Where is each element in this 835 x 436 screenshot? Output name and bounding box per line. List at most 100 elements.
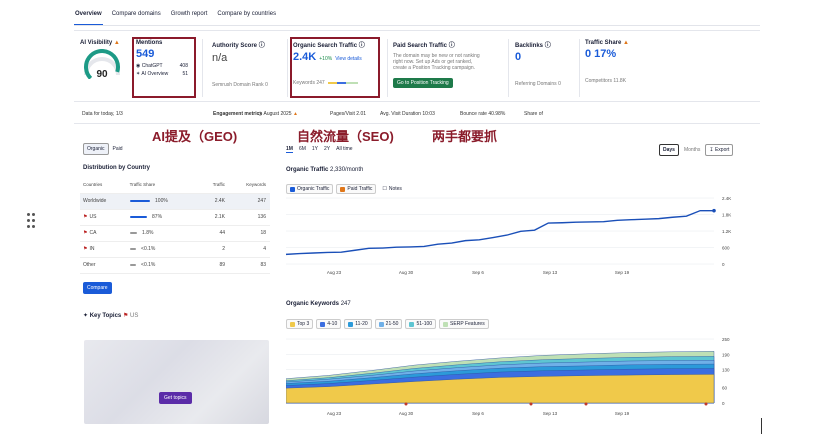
download-icon: ↧ bbox=[709, 147, 714, 153]
info-icon[interactable]: ⓘ bbox=[258, 43, 265, 49]
backlinks-value[interactable]: 0 bbox=[515, 51, 522, 63]
months-button[interactable]: Months bbox=[683, 147, 701, 153]
range-1m[interactable]: 1M bbox=[286, 146, 293, 153]
legend-organic-traffic[interactable]: Organic Traffic bbox=[286, 184, 334, 194]
share-value: 100% bbox=[155, 198, 168, 204]
keywords-value: 247 bbox=[225, 193, 270, 210]
x-tick-label: Aug 30 bbox=[399, 270, 414, 275]
tab-compare-by-countries[interactable]: Compare by countries bbox=[217, 11, 277, 17]
range-6m[interactable]: 6M bbox=[298, 146, 306, 152]
x-tick-label: Aug 30 bbox=[399, 411, 414, 416]
share-bar bbox=[129, 247, 136, 250]
authority-score-value: n/a bbox=[212, 52, 228, 64]
y-tick-label: 1.2K bbox=[722, 229, 731, 234]
keywords-value: 4 bbox=[225, 241, 270, 258]
tab-overview[interactable]: Overview bbox=[74, 9, 103, 25]
organic-traffic-chart[interactable]: 2.4K 1.8K 1.2K 600 0 Aug 23 Aug 30 Sep 6 Sep 13 S… bbox=[286, 196, 746, 276]
key-topics-placeholder: Get topics bbox=[84, 340, 269, 424]
legend-keywords-1[interactable]: 4-10 bbox=[316, 319, 342, 329]
note-marker[interactable] bbox=[529, 402, 533, 406]
mentions-value[interactable]: 549 bbox=[136, 48, 155, 60]
paid-traffic-desc: The domain may be new or not ranking rig… bbox=[393, 53, 480, 71]
legend-keywords-5[interactable]: SERP Features bbox=[439, 319, 489, 329]
series-line-organic-traffic bbox=[286, 209, 714, 256]
table-row[interactable]: ⚑ IN <0.1% 2 4 bbox=[80, 241, 270, 258]
paid-traffic-label: Paid Search Traffic ⓘ bbox=[393, 43, 455, 49]
organic-traffic-card: Organic Search Traffic ⓘ 2.4K +10% View … bbox=[293, 31, 379, 103]
country-name: Worldwide bbox=[83, 198, 107, 204]
y-tick-label: 1.8K bbox=[722, 213, 731, 218]
info-icon[interactable]: ⓘ bbox=[544, 43, 551, 49]
organic-traffic-value[interactable]: 2.4K bbox=[293, 51, 317, 63]
view-details-link[interactable]: View details bbox=[335, 56, 362, 62]
toggle-paid[interactable]: Paid bbox=[112, 146, 123, 152]
range-all-time[interactable]: All time bbox=[336, 146, 353, 152]
range-2y[interactable]: 2Y bbox=[324, 146, 331, 152]
toggle-organic[interactable]: Organic bbox=[83, 143, 109, 155]
share-value: 87% bbox=[152, 214, 163, 220]
legend-keywords-0[interactable]: Top 3 bbox=[286, 319, 314, 329]
traffic-share-value[interactable]: 0 17% bbox=[585, 48, 617, 60]
calendar-icon: ◷ bbox=[258, 111, 263, 117]
backlinks-card: Backlinks ⓘ 0 Referring Domains 0 bbox=[515, 31, 575, 103]
x-tick-label: Sep 19 bbox=[615, 270, 630, 275]
share-bar bbox=[129, 215, 147, 218]
legend-keywords-3[interactable]: 21-50 bbox=[374, 319, 403, 329]
days-button[interactable]: Days bbox=[659, 144, 679, 156]
table-row[interactable]: Worldwide 100% 2.4K 247 bbox=[80, 193, 270, 210]
keywords-distribution-bar bbox=[327, 82, 358, 84]
table-row[interactable]: ⚑ CA 1.8% 44 18 bbox=[80, 225, 270, 242]
info-icon[interactable]: ⓘ bbox=[358, 43, 365, 49]
warning-icon: ▲ bbox=[292, 111, 298, 117]
range-1y[interactable]: 1Y bbox=[311, 146, 319, 152]
x-tick-label: Sep 6 bbox=[472, 411, 484, 416]
x-tick-label: Sep 19 bbox=[615, 411, 630, 416]
keywords-value: 83 bbox=[225, 257, 270, 274]
mentions-card: Mentions 549 ◉ ChatGPT 408 ✶ AI Overview 5… bbox=[132, 31, 194, 103]
key-topics-header: ✦ Key Topics ⚑ US bbox=[83, 312, 139, 319]
get-topics-button[interactable]: Get topics bbox=[159, 392, 192, 404]
metrics-separator bbox=[387, 39, 388, 97]
compare-button[interactable]: Compare bbox=[83, 281, 112, 294]
organic-traffic-value-row: 2.4K +10% View details bbox=[293, 51, 379, 63]
country-name: Other bbox=[83, 262, 96, 268]
share-bar bbox=[129, 263, 136, 266]
flag-icon: ⚑ bbox=[83, 214, 88, 220]
share-value: 1.8% bbox=[142, 230, 154, 236]
note-marker[interactable] bbox=[704, 402, 708, 406]
note-marker[interactable] bbox=[584, 402, 588, 406]
flag-icon: ⚑ bbox=[83, 246, 88, 252]
country-name: IN bbox=[89, 246, 95, 252]
mentions-label: Mentions bbox=[136, 40, 163, 46]
backlinks-label: Backlinks ⓘ bbox=[515, 43, 551, 49]
note-marker[interactable] bbox=[404, 402, 408, 406]
warning-icon: ▲ bbox=[623, 40, 629, 46]
y-tick-label: 2.4K bbox=[722, 196, 731, 201]
pages-visit: Pages/Visit 2.01 bbox=[330, 111, 367, 117]
keywords-value: 18 bbox=[225, 225, 270, 242]
traffic-value: 44 bbox=[201, 225, 226, 242]
share-bar bbox=[129, 199, 150, 202]
distribution-title: Distribution by Country bbox=[83, 165, 150, 171]
keywords-chart-title: Organic Keywords 247 bbox=[286, 301, 351, 307]
engagement-strip: Data for today, 1/3 Engagement metrics ◷… bbox=[74, 104, 760, 124]
position-tracking-button[interactable]: Go to Position Tracking bbox=[393, 78, 453, 88]
tab-growth-report[interactable]: Growth report bbox=[170, 11, 208, 17]
tab-compare-domains[interactable]: Compare domains bbox=[111, 11, 161, 17]
metrics-separator bbox=[579, 39, 580, 97]
legend-keywords-2[interactable]: 11-20 bbox=[344, 319, 372, 329]
bounce-rate: Bounce rate 40.98% bbox=[460, 111, 506, 117]
table-row[interactable]: ⚑ US 87% 2.1K 136 bbox=[80, 209, 270, 226]
traffic-share-label: Traffic Share ▲ bbox=[585, 40, 629, 46]
authority-score-foot: Semrush Domain Rank 0 bbox=[212, 82, 268, 88]
legend-paid-traffic[interactable]: Paid Traffic bbox=[336, 184, 377, 194]
y-tick-label: 600 bbox=[722, 246, 730, 251]
table-row[interactable]: Other <0.1% 89 83 bbox=[80, 257, 270, 274]
legend-keywords-4[interactable]: 51-100 bbox=[405, 319, 437, 329]
info-icon[interactable]: ⓘ bbox=[448, 43, 455, 49]
organic-keywords-chart[interactable]: 250 190 130 60 0 Aug 23 Aug 30 Sep 6 Sep 13 Sep 1… bbox=[286, 333, 746, 418]
legend-notes[interactable]: ☐ Notes bbox=[382, 186, 402, 192]
engagement-date-select[interactable]: ◷ August 2025 ▲ bbox=[258, 111, 298, 117]
export-button[interactable]: ↧ Export bbox=[705, 144, 734, 156]
text-cursor bbox=[761, 418, 762, 434]
